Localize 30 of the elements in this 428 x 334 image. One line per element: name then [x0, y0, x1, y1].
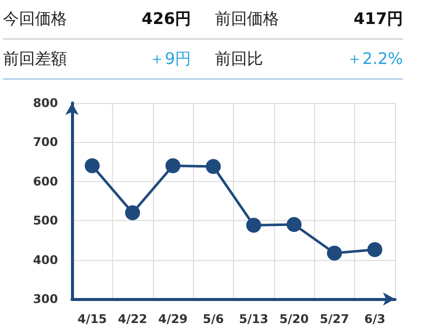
- x-tick-label: 6/3: [364, 312, 386, 326]
- text: 今回価格: [3, 8, 67, 30]
- text: ＋9円: [148, 48, 191, 70]
- y-tick-label: 400: [32, 252, 58, 267]
- point: [286, 217, 302, 232]
- point: [206, 159, 221, 174]
- y-tick-label: 300: [32, 292, 58, 306]
- point: [326, 246, 342, 261]
- x-tick-label: 5/20: [279, 312, 309, 326]
- x-tick-label: 5/27: [320, 312, 350, 326]
- x-tick-label: 4/29: [158, 312, 188, 326]
- y-tick-label: 600: [32, 174, 58, 188]
- y-tick-label: 500: [32, 214, 58, 228]
- text: 前回比: [215, 48, 263, 70]
- point: [367, 242, 382, 258]
- x-tick-label: 4/15: [77, 312, 107, 326]
- point: [125, 205, 140, 220]
- text: 426円: [142, 8, 191, 30]
- x-tick-label: 5/13: [238, 312, 268, 326]
- text: 前回価格: [215, 8, 279, 30]
- text: 前回差額: [3, 48, 67, 70]
- point: [165, 158, 180, 174]
- y-tick-label: 800: [32, 96, 58, 110]
- text: 417円: [354, 8, 403, 30]
- x-tick-label: 4/22: [118, 312, 148, 326]
- point: [84, 158, 100, 174]
- text: ＋2.2%: [346, 48, 403, 70]
- x-tick-label: 5/6: [202, 312, 224, 326]
- point: [246, 218, 262, 233]
- y-tick-label: 700: [32, 135, 58, 150]
